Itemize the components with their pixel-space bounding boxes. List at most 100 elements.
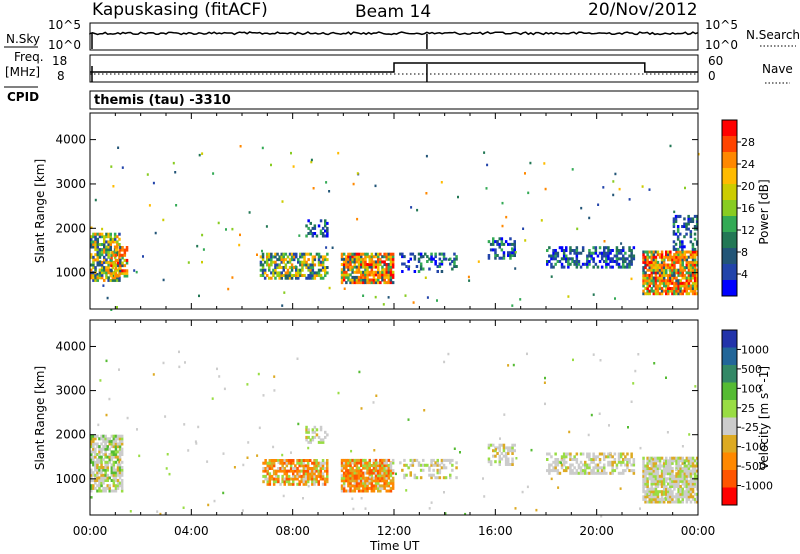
nsky-label: N.Sky xyxy=(6,32,40,46)
range-cell xyxy=(278,271,281,275)
range-cell xyxy=(554,257,557,261)
range-cell xyxy=(385,461,388,465)
range-cell xyxy=(565,249,568,253)
range-cell xyxy=(268,461,272,465)
range-cell xyxy=(642,268,645,272)
range-cell xyxy=(272,268,275,272)
range-cell xyxy=(305,276,308,280)
range-cell xyxy=(321,472,325,476)
range-cell xyxy=(292,252,296,256)
range-cell xyxy=(592,460,595,464)
range-cell xyxy=(432,463,435,467)
range-cell xyxy=(565,466,568,470)
range-cell xyxy=(123,258,127,262)
range-cell xyxy=(646,479,649,483)
range-cell xyxy=(648,500,651,504)
range-cell xyxy=(309,467,312,470)
range-cell xyxy=(313,474,316,478)
range-cell xyxy=(342,464,346,467)
range-cell xyxy=(588,463,591,467)
range-cell xyxy=(507,254,510,258)
range-cell xyxy=(138,454,141,458)
range-cell xyxy=(304,469,308,473)
range-cell xyxy=(302,461,306,465)
range-cell xyxy=(660,263,664,267)
range-cell xyxy=(650,482,653,486)
range-cell xyxy=(340,278,344,282)
range-cell xyxy=(360,484,363,488)
range-cell xyxy=(669,281,672,285)
range-cell xyxy=(562,460,566,464)
range-cell xyxy=(311,271,315,275)
range-cell xyxy=(120,466,124,469)
range-cell xyxy=(675,461,678,465)
range-cell xyxy=(662,490,666,494)
range-cell xyxy=(383,461,386,465)
range-cell xyxy=(656,479,660,483)
range-cell xyxy=(409,458,412,462)
range-cell xyxy=(152,373,155,376)
range-cell xyxy=(257,372,260,376)
range-cell xyxy=(343,287,346,290)
range-cell xyxy=(112,253,115,257)
range-cell xyxy=(301,266,304,270)
range-cell xyxy=(695,497,699,501)
range-cell xyxy=(683,490,687,494)
range-cell xyxy=(671,273,674,277)
range-cell xyxy=(383,252,386,256)
range-cell xyxy=(326,258,329,262)
range-cell xyxy=(590,413,593,417)
range-cell xyxy=(357,252,361,256)
range-cell xyxy=(116,306,118,309)
range-cell xyxy=(667,497,670,501)
range-cell xyxy=(662,469,666,473)
range-cell xyxy=(110,253,113,257)
range-cell xyxy=(275,477,278,481)
range-cell xyxy=(630,463,633,467)
range-cell xyxy=(100,481,103,485)
range-cell xyxy=(671,479,674,483)
range-cell xyxy=(584,463,587,467)
range-cell xyxy=(92,434,95,438)
range-cell xyxy=(286,274,290,278)
range-cell xyxy=(372,263,376,267)
range-cell xyxy=(451,260,454,264)
range-cell xyxy=(377,481,380,485)
range-cell xyxy=(681,273,684,277)
range-cell xyxy=(660,260,664,264)
range-cell xyxy=(562,265,566,269)
range-cell xyxy=(679,287,682,291)
range-cell xyxy=(287,469,291,473)
range-cell xyxy=(362,275,365,279)
range-cell xyxy=(360,265,363,269)
range-cell xyxy=(337,151,340,155)
range-cell xyxy=(305,428,308,432)
range-cell xyxy=(321,263,325,267)
range-cell xyxy=(598,458,602,461)
range-cell xyxy=(317,440,321,444)
range-cell xyxy=(513,248,516,252)
range-cell xyxy=(592,458,595,461)
range-cell xyxy=(691,245,695,249)
range-cell xyxy=(681,445,684,448)
range-cell xyxy=(691,479,695,483)
range-cell xyxy=(693,214,697,218)
range-cell xyxy=(691,456,695,460)
range-cell xyxy=(96,243,99,247)
range-cell xyxy=(292,274,296,278)
range-cell xyxy=(294,477,297,481)
range-cell xyxy=(125,248,129,252)
range-cell xyxy=(319,255,323,259)
range-cell xyxy=(321,467,325,470)
range-cell xyxy=(118,476,122,480)
range-cell xyxy=(113,255,117,259)
range-cell xyxy=(648,268,651,272)
range-cell xyxy=(679,284,682,288)
range-cell xyxy=(650,266,653,270)
range-cell xyxy=(513,240,516,244)
range-cell xyxy=(120,447,124,451)
range-cell xyxy=(693,227,697,231)
range-cell xyxy=(628,198,631,201)
range-cell xyxy=(340,466,344,470)
range-cell xyxy=(103,248,106,252)
